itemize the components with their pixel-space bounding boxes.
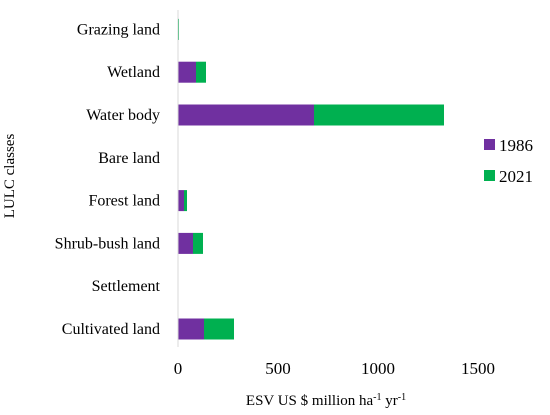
category-label: Cultivated land [62,321,160,338]
category-label: Forest land [88,193,160,210]
y-axis-title: LULC classes [2,134,18,219]
bar-2021 [178,18,179,40]
x-tick-label: 1500 [461,359,495,378]
x-tick-labels: 0 500 1000 1500 [174,359,495,378]
legend: 1986 2021 [484,136,533,186]
bar-2021 [314,104,444,126]
bar-1986 [178,104,314,126]
legend-swatch [484,170,495,181]
bar-1986 [178,318,204,340]
x-axis-title: ESV US $ million ha-1 yr-1 [246,392,406,410]
bar-1986 [178,61,196,83]
x-tick-label: 500 [265,359,291,378]
bar-2021 [193,232,203,254]
category-label: Water body [86,107,160,124]
category-label: Bare land [98,150,160,167]
x-axis-title-sup2: -1 [398,392,406,403]
legend-label: 1986 [499,136,533,155]
legend-label: 2021 [499,167,533,186]
bar-2021 [204,318,234,340]
x-tick-label: 1000 [361,359,395,378]
bar-2021 [184,190,187,212]
bar-1986 [178,232,193,254]
category-label: Wetland [107,64,160,81]
category-label: Grazing land [77,21,160,38]
x-axis-title-sup1: -1 [373,392,381,403]
bar-2021 [196,61,206,83]
category-label: Shrub-bush land [55,235,160,252]
category-label: Settlement [92,278,161,295]
x-tick-label: 0 [174,359,183,378]
legend-swatch [484,139,495,150]
bar-1986 [178,190,184,212]
category-labels: Grazing land Wetland Water body Bare land Fo… [55,21,161,338]
bars-group [178,18,444,340]
